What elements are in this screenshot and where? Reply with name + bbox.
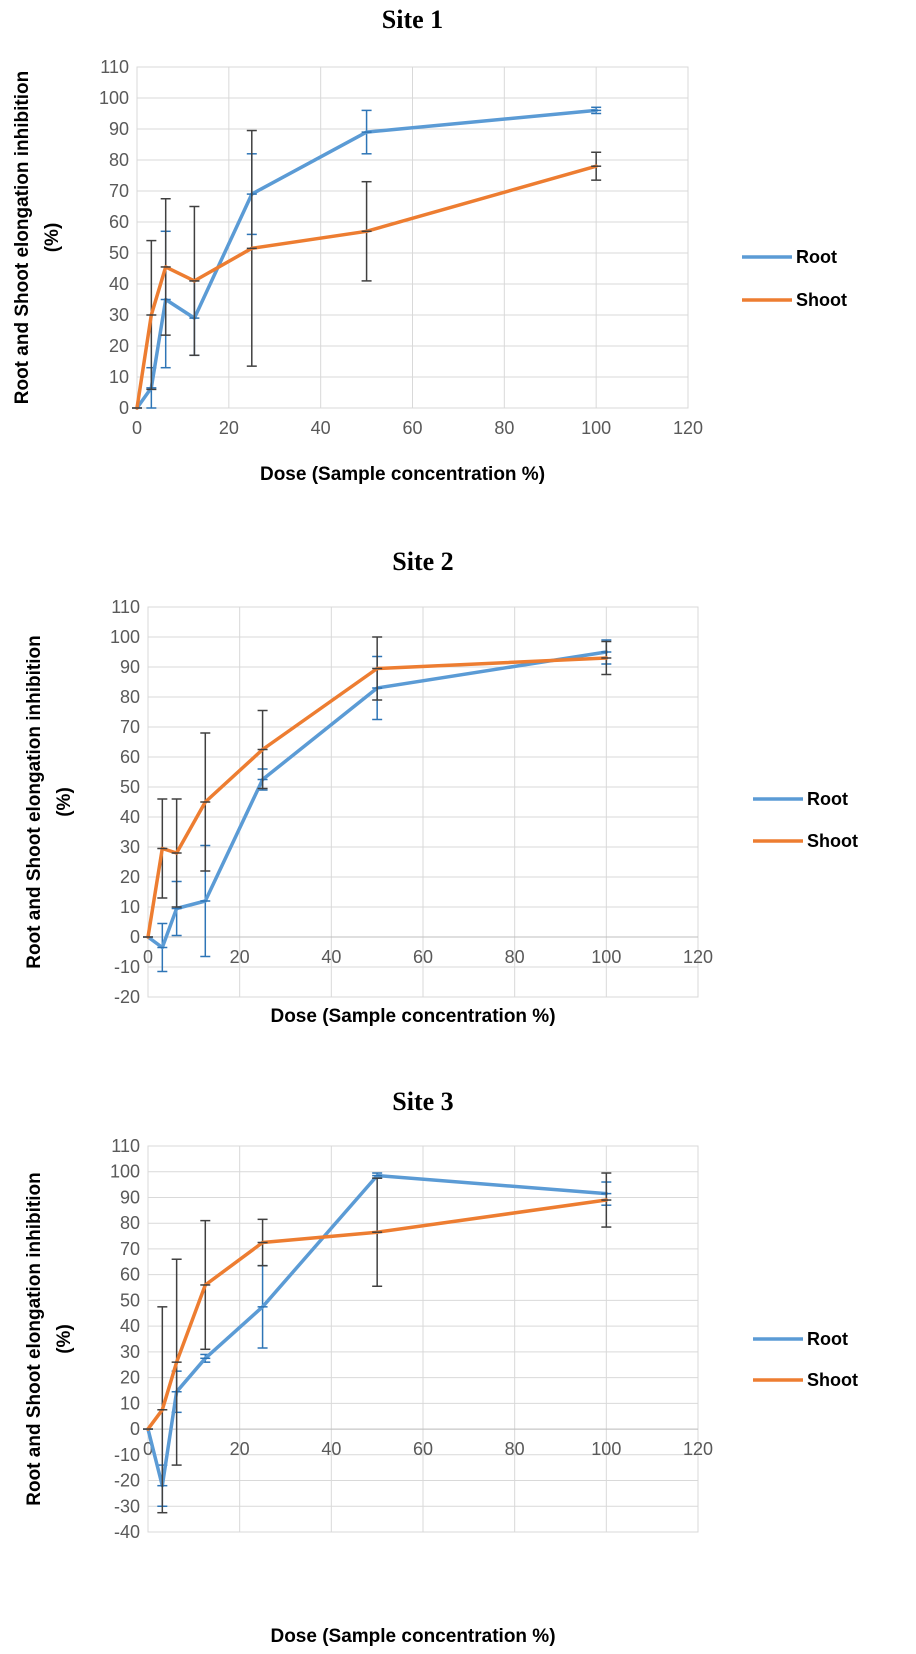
y-tick-label: 110 bbox=[111, 1136, 140, 1156]
y-tick-label: 50 bbox=[120, 1290, 140, 1310]
y-tick-label: 90 bbox=[109, 119, 129, 139]
y-tick-label: 0 bbox=[130, 927, 140, 947]
x-axis-title: Dose (Sample concentration %) bbox=[270, 1626, 555, 1647]
y-tick-label: 30 bbox=[120, 837, 140, 857]
chart-title: Site 2 bbox=[392, 547, 453, 576]
plot-area bbox=[147, 606, 699, 998]
y-axis-title-unit: (%) bbox=[54, 1324, 75, 1354]
y-tick-label: 60 bbox=[109, 212, 129, 232]
series-shoot bbox=[143, 1172, 612, 1514]
y-tick-label: -30 bbox=[114, 1496, 140, 1516]
x-tick-label: 80 bbox=[505, 1439, 525, 1459]
chart-title: Site 1 bbox=[382, 5, 443, 34]
y-axis-title-unit: (%) bbox=[42, 223, 63, 253]
y-axis-title-unit: (%) bbox=[54, 787, 75, 817]
x-tick-label: 80 bbox=[505, 947, 525, 967]
legend-label-root: Root bbox=[807, 789, 848, 809]
x-tick-label: 100 bbox=[581, 418, 611, 438]
y-tick-label: -20 bbox=[114, 987, 140, 1007]
y-tick-label: -10 bbox=[114, 957, 140, 977]
y-tick-label: 60 bbox=[120, 747, 140, 767]
y-tick-label: 110 bbox=[100, 57, 129, 77]
legend-label-shoot: Shoot bbox=[807, 1370, 858, 1390]
y-tick-label: 50 bbox=[120, 777, 140, 797]
y-tick-label: 0 bbox=[130, 1419, 140, 1439]
y-tick-label: 80 bbox=[120, 687, 140, 707]
y-tick-label: 80 bbox=[109, 150, 129, 170]
x-tick-label: 40 bbox=[321, 1439, 341, 1459]
y-tick-label: 40 bbox=[109, 274, 129, 294]
y-axis-title: Root and Shoot elongation inhibition bbox=[24, 635, 45, 969]
y-axis-title: Root and Shoot elongation inhibition bbox=[24, 1172, 45, 1506]
y-tick-label: 20 bbox=[109, 336, 129, 356]
y-tick-label: 10 bbox=[109, 367, 129, 387]
legend-label-shoot: Shoot bbox=[796, 290, 847, 310]
y-axis-title: Root and Shoot elongation inhibition bbox=[12, 71, 33, 405]
x-tick-label: 120 bbox=[673, 418, 703, 438]
x-axis-title: Dose (Sample concentration %) bbox=[270, 1006, 555, 1027]
y-tick-label: 100 bbox=[110, 1162, 140, 1182]
plot-area bbox=[136, 66, 689, 409]
y-tick-label: 90 bbox=[120, 1187, 140, 1207]
y-tick-label: 70 bbox=[120, 1239, 140, 1259]
x-tick-label: 80 bbox=[494, 418, 514, 438]
chart-title: Site 3 bbox=[392, 1087, 453, 1116]
x-tick-label: 20 bbox=[230, 1439, 250, 1459]
y-tick-label: 70 bbox=[109, 181, 129, 201]
x-tick-label: 120 bbox=[683, 947, 713, 967]
y-tick-label: 100 bbox=[99, 88, 129, 108]
x-tick-label: 60 bbox=[402, 418, 422, 438]
y-tick-label: 90 bbox=[120, 657, 140, 677]
x-tick-label: 100 bbox=[591, 947, 621, 967]
x-tick-label: 60 bbox=[413, 947, 433, 967]
x-tick-label: 20 bbox=[230, 947, 250, 967]
legend-label-shoot: Shoot bbox=[807, 831, 858, 851]
y-tick-label: 10 bbox=[120, 1393, 140, 1413]
plot-area bbox=[147, 1145, 699, 1533]
x-tick-label: 40 bbox=[321, 947, 341, 967]
y-tick-label: 40 bbox=[120, 807, 140, 827]
chart-panel-3: Site 3-40-30-20-100102030405060708090100… bbox=[24, 1087, 858, 1647]
y-tick-label: 20 bbox=[120, 867, 140, 887]
x-axis-title: Dose (Sample concentration %) bbox=[260, 464, 545, 485]
x-tick-label: 40 bbox=[311, 418, 331, 438]
y-tick-label: 20 bbox=[120, 1368, 140, 1388]
x-tick-label: 0 bbox=[143, 1439, 153, 1459]
y-tick-label: -40 bbox=[114, 1522, 140, 1542]
x-tick-label: 120 bbox=[683, 1439, 713, 1459]
y-tick-label: 40 bbox=[120, 1316, 140, 1336]
y-tick-label: 110 bbox=[111, 597, 140, 617]
chart-panel-1: Site 1 0 10 20 30 40 50 60 70 80 90 100 110 0 20 40 60 80… bbox=[12, 5, 847, 485]
y-tick-label: 30 bbox=[120, 1342, 140, 1362]
y-tick-label: 10 bbox=[120, 897, 140, 917]
y-tick-label: 70 bbox=[120, 717, 140, 737]
series-shoot bbox=[132, 129, 602, 410]
y-tick-label: 30 bbox=[109, 305, 129, 325]
y-tick-label: 50 bbox=[109, 243, 129, 263]
x-tick-label: 20 bbox=[219, 418, 239, 438]
y-tick-label: 0 bbox=[119, 398, 129, 418]
y-tick-label: 80 bbox=[120, 1213, 140, 1233]
y-tick-label: 60 bbox=[120, 1265, 140, 1285]
y-tick-label: -10 bbox=[114, 1445, 140, 1465]
x-tick-label: 0 bbox=[132, 418, 142, 438]
x-tick-label: 100 bbox=[591, 1439, 621, 1459]
y-tick-label: -20 bbox=[114, 1471, 140, 1491]
y-tick-label: 100 bbox=[110, 627, 140, 647]
x-tick-label: 60 bbox=[413, 1439, 433, 1459]
legend-label-root: Root bbox=[807, 1329, 848, 1349]
series-shoot bbox=[143, 636, 612, 939]
legend-label-root: Root bbox=[796, 247, 837, 267]
x-tick-label: 0 bbox=[143, 947, 153, 967]
